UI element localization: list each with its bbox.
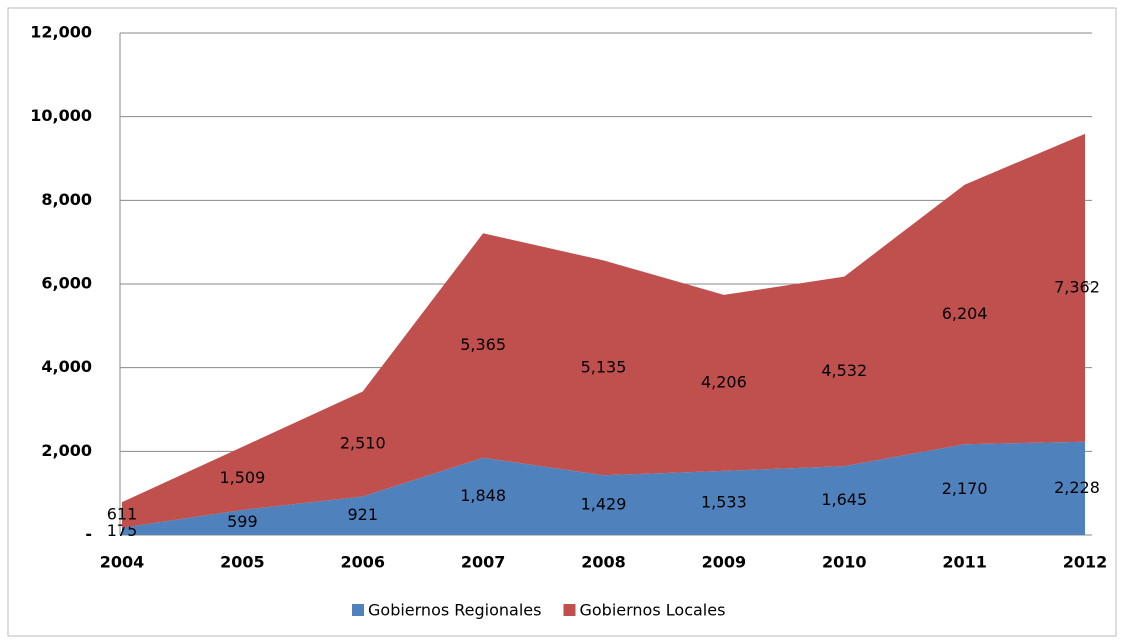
legend-swatch bbox=[352, 604, 364, 616]
y-tick-label: 2,000 bbox=[41, 441, 92, 460]
data-label: 1,509 bbox=[219, 468, 265, 487]
area bbox=[122, 133, 1085, 528]
data-label: 6,204 bbox=[942, 304, 988, 323]
y-tick-label: 4,000 bbox=[41, 357, 92, 376]
x-tick-label: 2007 bbox=[461, 553, 506, 572]
x-tick-label: 2012 bbox=[1063, 553, 1108, 572]
data-label: 5,365 bbox=[460, 335, 506, 354]
data-label: 1,533 bbox=[701, 492, 747, 511]
x-tick-label: 2009 bbox=[702, 553, 747, 572]
x-tick-label: 2005 bbox=[220, 553, 265, 572]
legend-label: Gobiernos Locales bbox=[579, 601, 725, 620]
data-label: 5,135 bbox=[581, 357, 627, 376]
data-label: 2,170 bbox=[942, 479, 988, 498]
x-tick-label: 2010 bbox=[822, 553, 867, 572]
y-tick-label: 6,000 bbox=[41, 274, 92, 293]
y-tick-label: 10,000 bbox=[30, 106, 92, 125]
x-tick-label: 2006 bbox=[340, 553, 385, 572]
y-tick-label: 8,000 bbox=[41, 190, 92, 209]
data-label: 1,848 bbox=[460, 486, 506, 505]
data-label: 7,362 bbox=[1054, 277, 1100, 296]
data-label: 1,429 bbox=[581, 495, 627, 514]
x-tick-label: 2008 bbox=[581, 553, 626, 572]
data-label: 921 bbox=[347, 505, 378, 524]
y-tick-label: 12,000 bbox=[30, 23, 92, 42]
y-tick-label: - bbox=[85, 525, 92, 544]
legend-label: Gobiernos Regionales bbox=[368, 601, 541, 620]
data-label: 599 bbox=[227, 512, 258, 531]
x-tick-label: 2011 bbox=[942, 553, 987, 572]
data-label: 4,532 bbox=[821, 361, 867, 380]
data-label: 4,206 bbox=[701, 372, 747, 391]
area bbox=[122, 441, 1085, 535]
data-label: 2,228 bbox=[1054, 478, 1100, 497]
data-label: 1,645 bbox=[821, 490, 867, 509]
data-label: 611 bbox=[107, 504, 138, 523]
x-tick-label: 2004 bbox=[100, 553, 145, 572]
data-label: 2,510 bbox=[340, 433, 386, 452]
legend-swatch bbox=[563, 604, 576, 616]
